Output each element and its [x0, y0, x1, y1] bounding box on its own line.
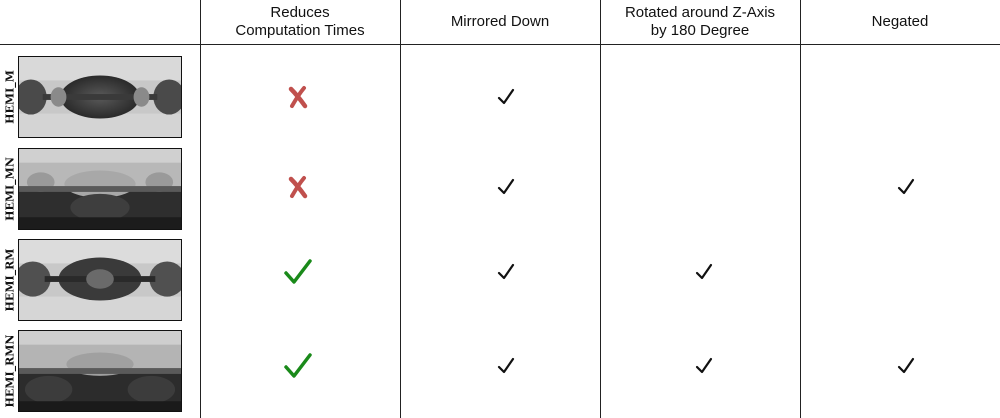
- cross-icon: [287, 175, 309, 199]
- check-icon: [497, 263, 515, 281]
- check-icon: [897, 178, 915, 196]
- cross-icon: [287, 85, 309, 109]
- check-icon: [497, 357, 515, 375]
- row-label: HEMI_RMN: [0, 330, 20, 412]
- check-icon: [695, 263, 713, 281]
- check-icon: [497, 88, 515, 106]
- header-rotated-label: Rotated around Z-Axis by 180 Degree: [624, 4, 776, 39]
- header-mirrored: Mirrored Down: [400, 0, 600, 44]
- grid-line: [400, 0, 401, 418]
- grid-line: [600, 0, 601, 418]
- row-label: HEMI_M: [0, 56, 20, 138]
- header-divider: [0, 44, 1000, 45]
- row-label-text: HEMI_RM: [3, 248, 17, 312]
- row-label-text: HEMI_MN: [3, 157, 17, 221]
- hemisphere-thumbnail: [18, 148, 182, 230]
- row-label-text: HEMI_M: [3, 70, 17, 124]
- header-mirrored-label: Mirrored Down: [450, 13, 550, 30]
- header-reduces: Reduces Computation Times: [200, 0, 400, 44]
- check-icon: [497, 178, 515, 196]
- green-check-icon: [283, 352, 313, 380]
- row-label-text: HEMI_RMN: [3, 334, 17, 408]
- check-icon: [695, 357, 713, 375]
- green-check-icon: [283, 258, 313, 286]
- row-label: HEMI_MN: [0, 148, 20, 230]
- hemisphere-thumbnail: [18, 239, 182, 321]
- header-reduces-label: Reduces Computation Times: [235, 4, 365, 39]
- grid-line: [200, 0, 201, 418]
- hemisphere-thumbnail: [18, 330, 182, 412]
- header-rotated: Rotated around Z-Axis by 180 Degree: [600, 0, 800, 44]
- grid-line: [800, 0, 801, 418]
- header-negated: Negated: [800, 0, 1000, 44]
- header-negated-label: Negated: [871, 13, 929, 30]
- row-label: HEMI_RM: [0, 239, 20, 321]
- hemisphere-thumbnail: [18, 56, 182, 138]
- check-icon: [897, 357, 915, 375]
